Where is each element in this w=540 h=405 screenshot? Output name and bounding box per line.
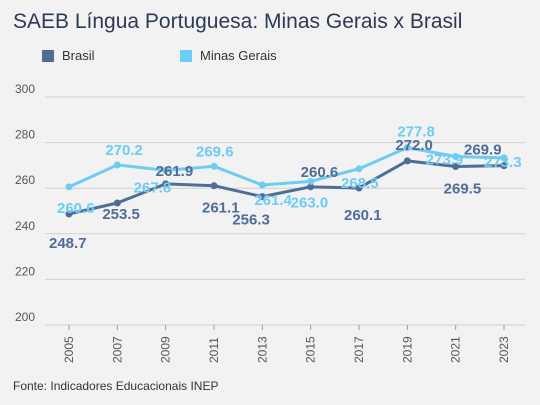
data-point-1-2011 xyxy=(210,162,218,170)
data-label-1-2009: 267.8 xyxy=(134,179,172,196)
data-point-1-2021 xyxy=(452,153,460,161)
data-label-1-2005: 260.6 xyxy=(57,200,95,217)
data-point-0-2007 xyxy=(113,199,121,207)
data-label-0-2007: 253.5 xyxy=(102,206,140,223)
data-point-0-2023 xyxy=(500,162,508,170)
legend-label-minas-gerais: Minas Gerais xyxy=(200,48,277,63)
x-tick-2013: 2013 xyxy=(255,336,269,363)
y-tick-260: 260 xyxy=(15,173,35,187)
data-label-1-2013: 261.4 xyxy=(254,192,292,209)
data-point-1-2017 xyxy=(355,165,363,173)
data-label-1-2019: 277.8 xyxy=(397,124,435,141)
data-label-1-2017: 268.5 xyxy=(341,175,379,192)
legend-label-brasil: Brasil xyxy=(62,48,95,63)
data-label-1-2007: 270.2 xyxy=(105,142,143,159)
data-label-1-2015: 263.0 xyxy=(291,194,329,211)
chart-title: SAEB Língua Portuguesa: Minas Gerais x B… xyxy=(13,10,463,33)
legend-item-minas-gerais[interactable]: Minas Gerais xyxy=(180,48,277,63)
x-tick-2015: 2015 xyxy=(304,336,318,363)
x-tick-2017: 2017 xyxy=(352,336,366,363)
data-label-1-2021: 273.9 xyxy=(426,152,464,169)
data-point-0-2013 xyxy=(258,193,266,201)
y-tick-200: 200 xyxy=(15,310,35,324)
data-label-0-2023: 269.9 xyxy=(464,142,502,159)
x-tick-2007: 2007 xyxy=(110,336,124,363)
series-line-1 xyxy=(68,146,505,189)
series-line-0 xyxy=(68,159,505,216)
legend-item-brasil[interactable]: Brasil xyxy=(42,48,95,63)
data-point-1-2013 xyxy=(258,181,266,189)
data-label-0-2017: 260.1 xyxy=(344,207,382,224)
y-tick-300: 300 xyxy=(15,82,35,96)
data-point-0-2011 xyxy=(210,182,218,190)
x-tick-2021: 2021 xyxy=(449,336,463,363)
x-tick-2023: 2023 xyxy=(497,336,511,363)
data-label-1-2011: 269.6 xyxy=(196,143,234,160)
data-point-1-2023 xyxy=(500,154,508,162)
legend-swatch-minas-gerais xyxy=(180,49,192,62)
data-label-1-2023: 273.3 xyxy=(484,154,522,171)
data-point-1-2019 xyxy=(403,144,411,152)
data-label-0-2021: 269.5 xyxy=(444,181,482,198)
x-tick-2009: 2009 xyxy=(159,336,173,363)
data-point-0-2017 xyxy=(355,184,363,192)
y-tick-220: 220 xyxy=(15,264,35,278)
data-label-0-2009: 261.9 xyxy=(156,163,194,180)
x-tick-2005: 2005 xyxy=(62,336,76,363)
y-tick-280: 280 xyxy=(15,128,35,142)
data-point-0-2009 xyxy=(162,180,170,188)
data-label-0-2013: 256.3 xyxy=(232,212,270,229)
data-label-0-2019: 272.0 xyxy=(395,137,433,154)
data-point-0-2021 xyxy=(452,163,460,171)
data-label-0-2011: 261.1 xyxy=(202,200,240,217)
x-tick-2011: 2011 xyxy=(207,337,221,363)
legend-swatch-brasil xyxy=(42,49,54,62)
data-label-0-2005: 248.7 xyxy=(49,235,87,252)
data-point-1-2007 xyxy=(113,161,121,169)
data-point-0-2019 xyxy=(403,157,411,165)
data-point-1-2005 xyxy=(65,183,73,191)
source-note: Fonte: Indicadores Educacionais INEP xyxy=(13,379,219,393)
data-point-1-2015 xyxy=(307,177,315,185)
y-tick-240: 240 xyxy=(15,219,35,233)
data-point-0-2015 xyxy=(307,183,315,191)
x-tick-2019: 2019 xyxy=(400,336,414,363)
data-point-0-2005 xyxy=(65,210,73,218)
data-label-0-2015: 260.6 xyxy=(301,164,339,181)
data-point-1-2009 xyxy=(162,166,170,174)
